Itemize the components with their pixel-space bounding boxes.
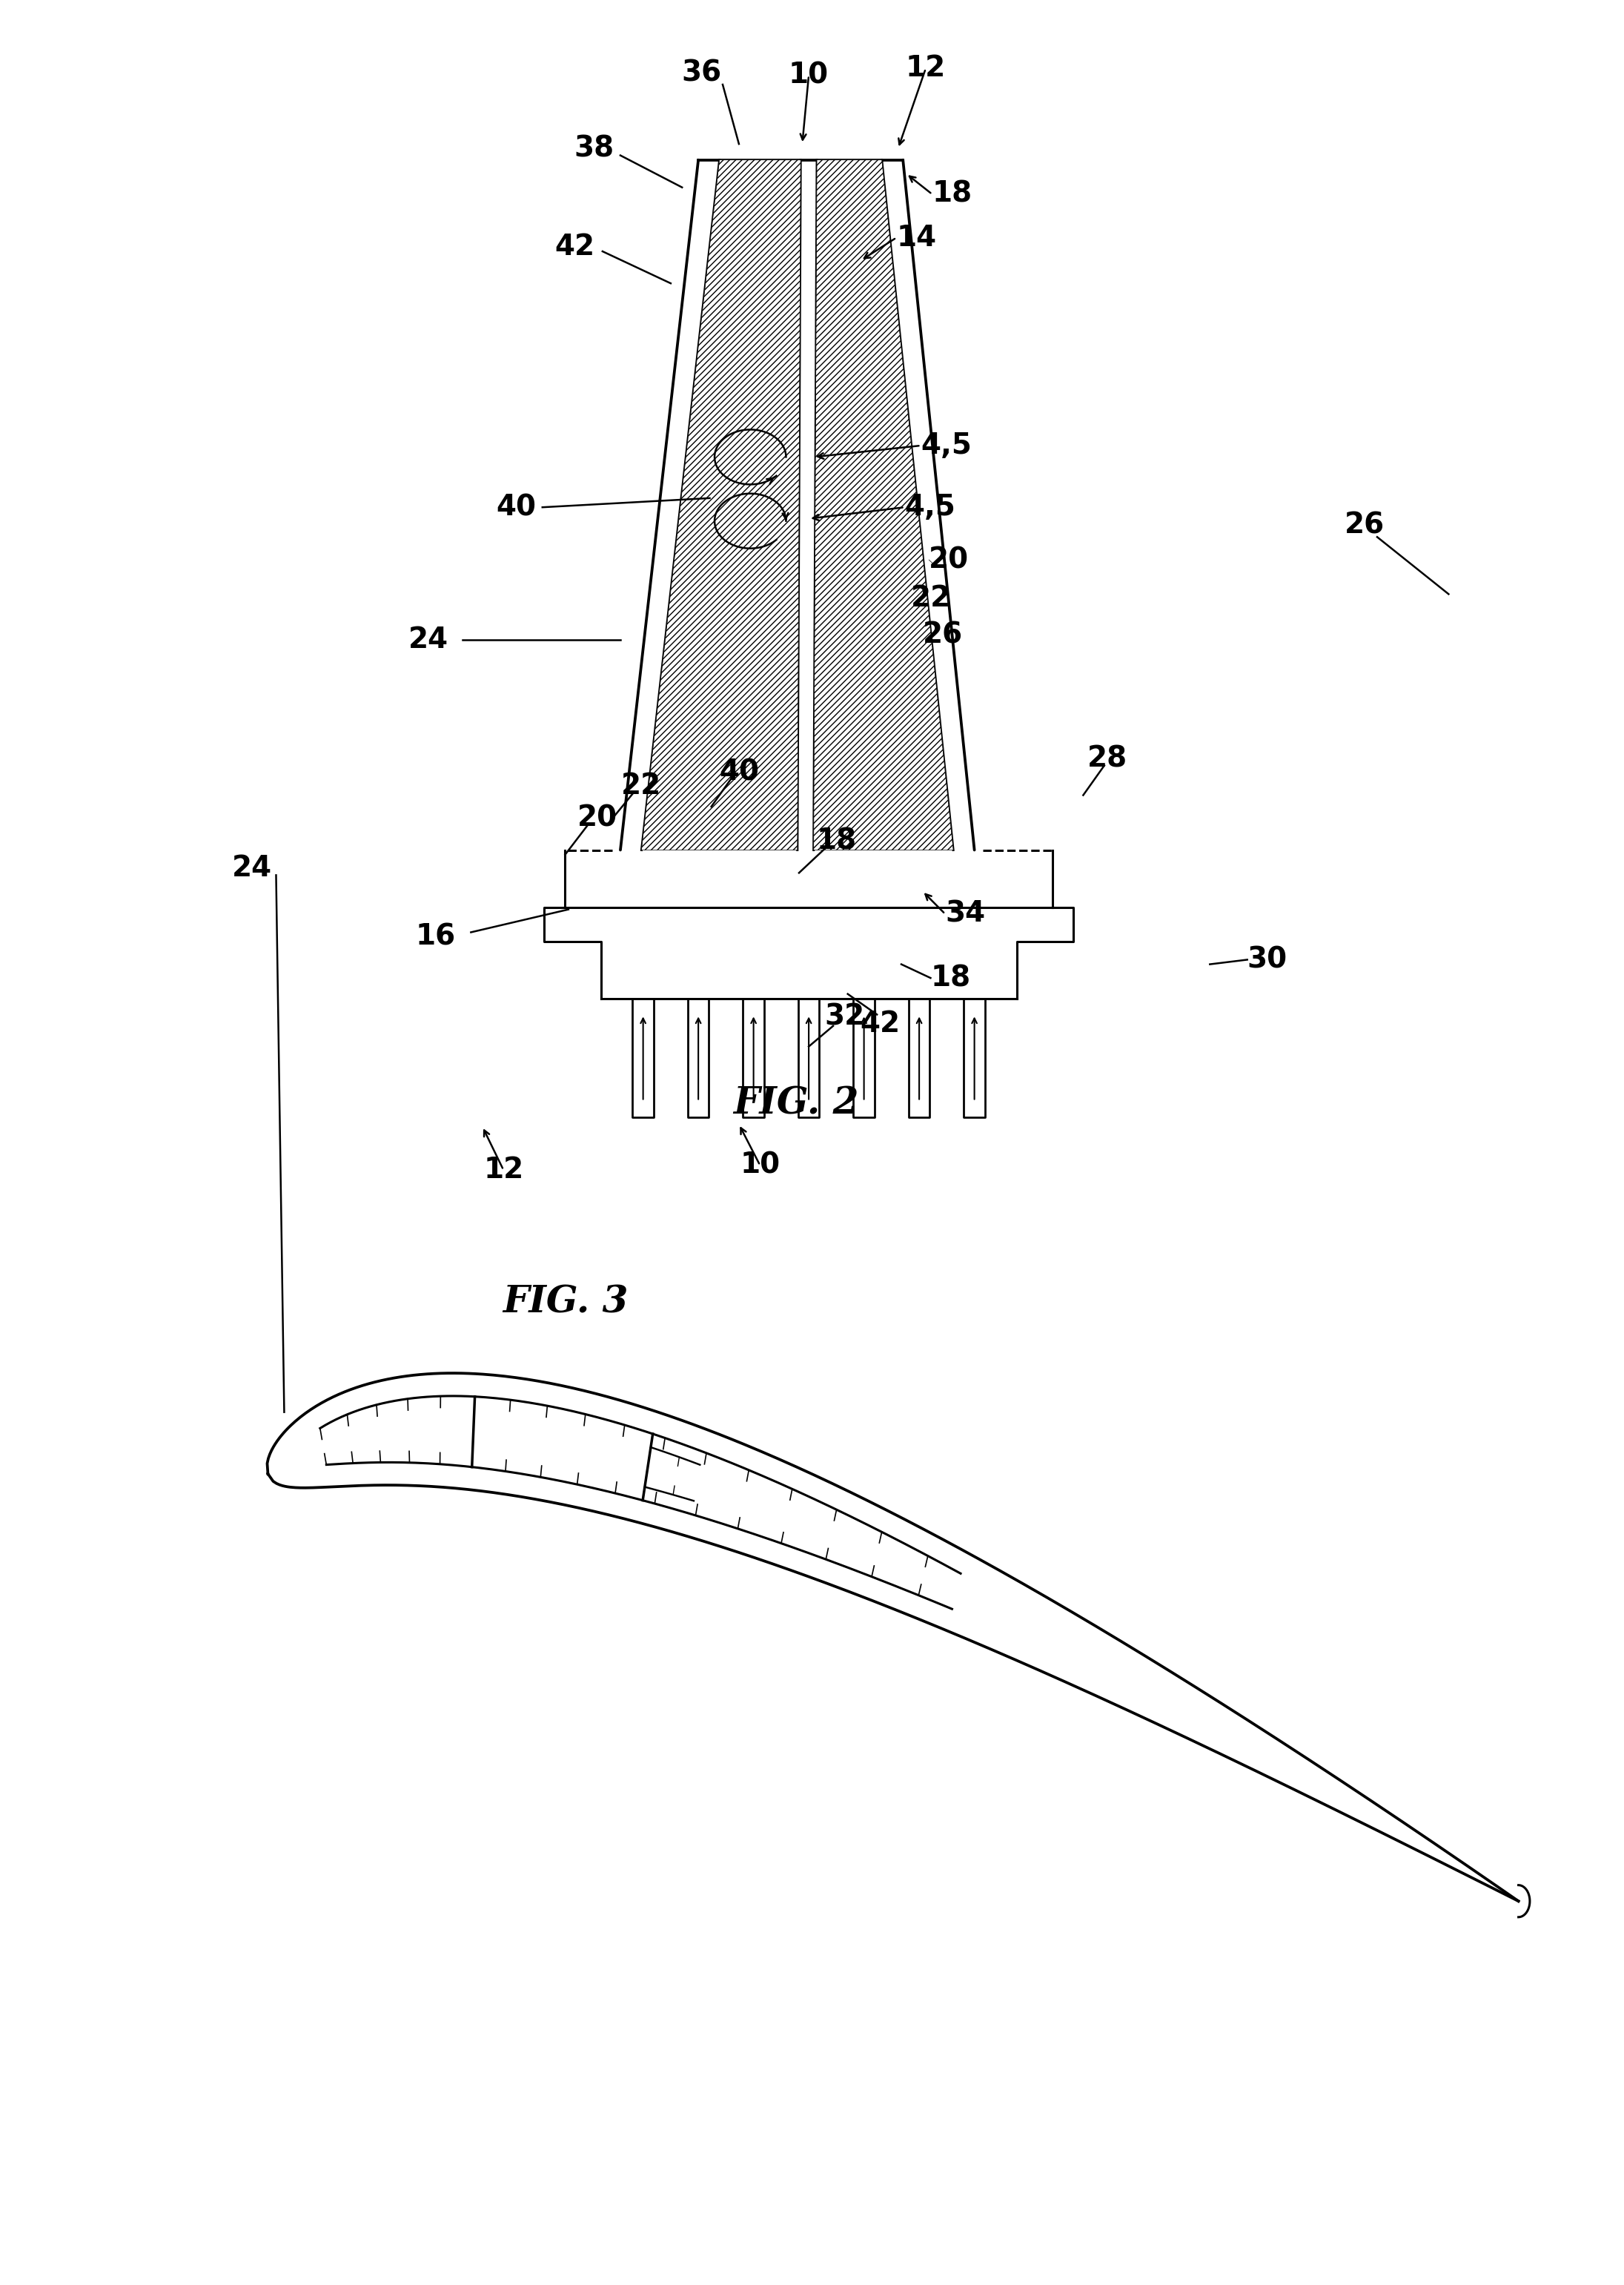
- Text: 20: 20: [578, 804, 617, 832]
- Text: 10: 10: [741, 1152, 780, 1179]
- Text: 4,5: 4,5: [905, 494, 955, 521]
- Text: 30: 30: [1247, 946, 1288, 973]
- Text: 28: 28: [1088, 745, 1127, 772]
- Text: FIG. 3: FIG. 3: [502, 1284, 628, 1321]
- Text: 38: 38: [575, 135, 614, 162]
- Text: 34: 34: [945, 900, 986, 928]
- Text: 32: 32: [825, 1003, 864, 1031]
- Text: 10: 10: [789, 62, 828, 89]
- Text: 42: 42: [861, 1010, 900, 1037]
- Text: 18: 18: [931, 964, 971, 992]
- Text: 26: 26: [922, 622, 963, 649]
- Text: 26: 26: [1345, 512, 1384, 539]
- Text: 22: 22: [622, 772, 661, 800]
- Text: 36: 36: [682, 59, 721, 87]
- Text: 12: 12: [484, 1156, 523, 1184]
- Polygon shape: [641, 160, 801, 850]
- Text: 14: 14: [896, 224, 937, 251]
- Text: 22: 22: [911, 585, 952, 612]
- Text: 40: 40: [497, 494, 536, 521]
- Text: 40: 40: [719, 759, 758, 786]
- Text: 20: 20: [929, 546, 970, 574]
- Polygon shape: [814, 160, 953, 850]
- Text: 12: 12: [906, 55, 945, 82]
- Text: 24: 24: [409, 626, 448, 654]
- Text: 42: 42: [555, 233, 594, 260]
- Text: 18: 18: [817, 827, 856, 855]
- Text: FIG. 2: FIG. 2: [732, 1085, 859, 1122]
- Text: 4,5: 4,5: [921, 432, 971, 459]
- Text: 18: 18: [932, 181, 973, 208]
- Text: 24: 24: [232, 855, 271, 882]
- Text: 16: 16: [416, 923, 455, 951]
